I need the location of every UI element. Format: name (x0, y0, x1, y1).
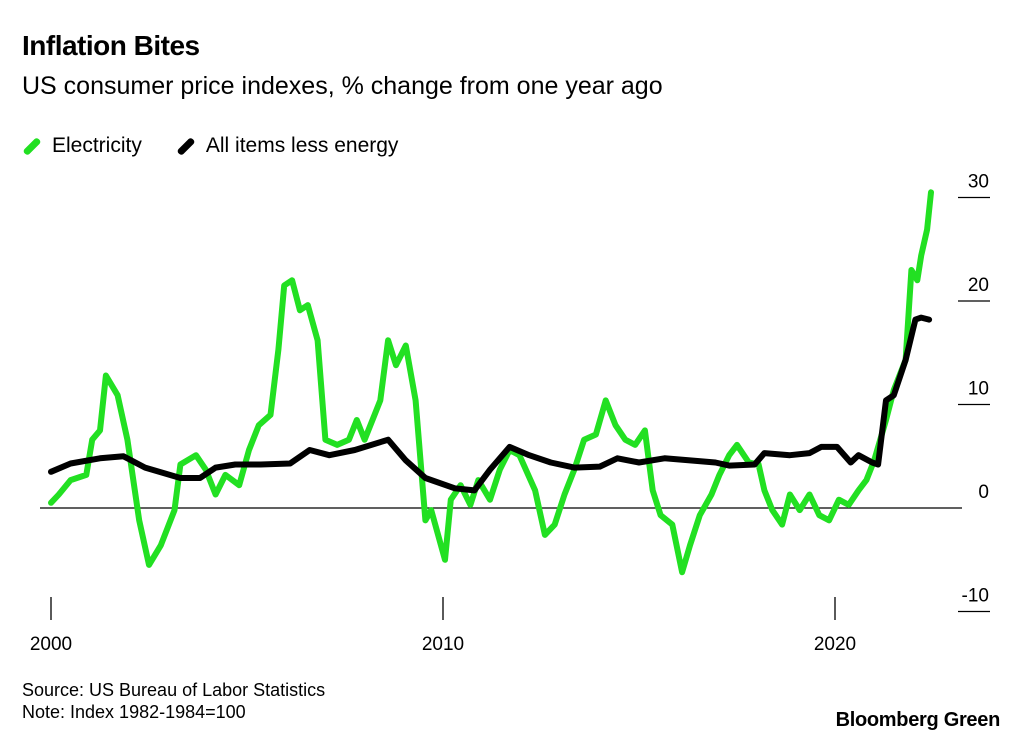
y-tick-label: -10 (962, 586, 989, 607)
chart-title: Inflation Bites (22, 30, 200, 61)
x-tick-label: 2010 (422, 634, 464, 655)
y-tick-label: 10 (968, 379, 989, 400)
legend-item-electricity: Electricity (22, 134, 142, 158)
chart-subtitle: US consumer price indexes, % change from… (22, 72, 663, 100)
series-line-all-items-less-energy (48, 314, 933, 494)
series-line-electricity (48, 189, 934, 576)
y-tick-label: 0 (978, 482, 989, 503)
y-tick-label: 20 (968, 275, 989, 296)
legend: Electricity All items less energy (22, 134, 398, 158)
source-note: Source: US Bureau of Labor Statistics No… (22, 679, 325, 723)
legend-label-electricity: Electricity (52, 134, 142, 157)
note-text: Note: Index 1982-1984=100 (22, 702, 246, 722)
legend-label-core: All items less energy (205, 134, 399, 157)
x-tick-label: 2000 (30, 634, 72, 655)
source-text: Source: US Bureau of Labor Statistics (22, 680, 326, 700)
legend-item-core: All items less energy (176, 134, 399, 158)
x-tick-label: 2020 (814, 634, 856, 655)
brand-logo: Bloomberg Green (835, 709, 1001, 731)
y-tick-label: 30 (968, 172, 989, 193)
